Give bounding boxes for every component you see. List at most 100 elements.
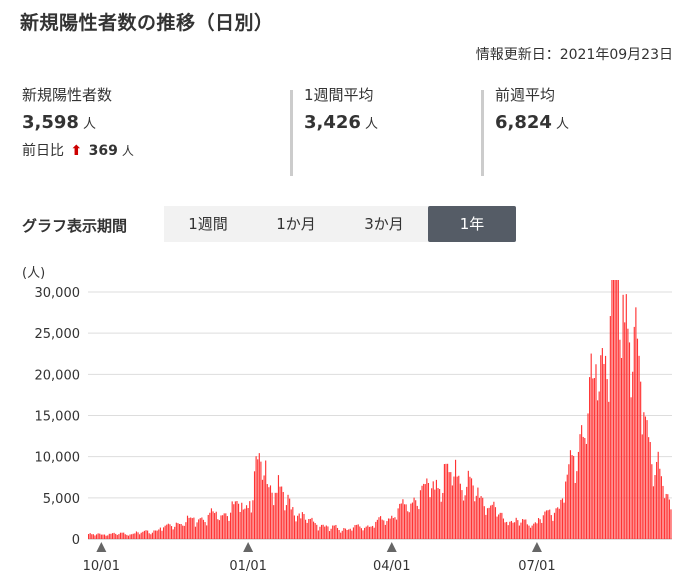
bar	[558, 508, 560, 539]
stat-prev-week-avg: 前週平均 6,824 人	[495, 84, 569, 176]
bar	[448, 472, 450, 539]
bar	[480, 496, 482, 539]
bar	[175, 522, 177, 539]
stat-week-avg: 1週間平均 3,426 人	[304, 84, 378, 176]
bar	[418, 509, 420, 539]
y-tick-label: 15,000	[35, 410, 81, 425]
bar	[606, 379, 608, 539]
bar	[411, 502, 414, 539]
bar	[384, 524, 386, 539]
bar	[660, 476, 662, 539]
bar	[107, 535, 109, 539]
bar	[474, 501, 476, 539]
bar	[469, 476, 471, 539]
bar	[603, 363, 605, 539]
bar	[560, 499, 562, 539]
bar	[333, 525, 335, 539]
bar	[282, 491, 284, 539]
bar	[522, 519, 524, 539]
tab-3-months[interactable]: 3か月	[364, 215, 404, 233]
bar	[324, 526, 326, 539]
bar	[593, 378, 595, 539]
bar	[651, 464, 653, 539]
bar	[494, 507, 497, 539]
bar	[641, 434, 643, 539]
bar	[257, 459, 259, 539]
bar	[352, 527, 355, 539]
bar	[517, 520, 519, 539]
bar	[609, 316, 611, 539]
up-arrow-icon: ⬆	[70, 143, 83, 159]
bar	[523, 519, 525, 539]
bar	[158, 529, 160, 539]
bar	[239, 511, 241, 539]
bar	[381, 519, 383, 539]
bar	[185, 522, 187, 539]
bar	[387, 518, 390, 539]
bar	[335, 524, 337, 539]
stat-new-cases-label: 新規陽性者数	[22, 86, 113, 104]
bar	[620, 357, 623, 539]
bar	[545, 510, 548, 539]
bar	[403, 504, 406, 539]
bar	[499, 512, 501, 539]
bar	[295, 521, 297, 539]
bar	[604, 355, 607, 539]
bar	[478, 497, 481, 539]
bar	[397, 508, 399, 539]
bar	[199, 518, 201, 539]
bar	[536, 523, 538, 539]
bar	[180, 524, 182, 539]
bar	[204, 522, 206, 539]
bar	[584, 437, 586, 539]
bar	[258, 453, 260, 539]
bar	[563, 502, 565, 539]
tab-1-month[interactable]: 1か月	[276, 215, 316, 233]
tab-1-week[interactable]: 1週間	[188, 215, 228, 233]
bar	[400, 503, 402, 539]
bar	[657, 451, 659, 539]
bar	[635, 307, 637, 539]
bar	[167, 523, 169, 539]
bar	[222, 515, 224, 539]
bar	[461, 490, 463, 539]
bar	[103, 534, 106, 539]
stat-new-cases: 新規陽性者数 3,598 人 前日比 ⬆ 369 人	[22, 84, 134, 176]
bar	[557, 507, 559, 539]
bar	[174, 526, 176, 539]
bar	[432, 481, 434, 539]
bar	[419, 490, 422, 539]
bar	[330, 528, 332, 539]
bar	[346, 529, 348, 539]
bar	[190, 517, 192, 539]
bar	[407, 511, 409, 539]
bar	[383, 520, 385, 539]
bar	[265, 460, 267, 539]
bar	[630, 397, 632, 539]
bar	[349, 528, 351, 539]
bar	[447, 463, 449, 539]
bar	[162, 527, 165, 539]
bar	[617, 280, 619, 539]
bar	[301, 512, 303, 539]
tab-1-year[interactable]: 1年	[428, 206, 516, 242]
x-tick-label: 01/01	[229, 559, 266, 574]
bar	[115, 533, 117, 539]
bar	[541, 522, 543, 539]
bar	[427, 483, 430, 539]
bar	[429, 497, 431, 539]
bar	[662, 485, 664, 539]
bar	[443, 464, 445, 539]
bar	[100, 534, 102, 539]
bar	[118, 534, 120, 539]
bar	[110, 533, 112, 539]
bar	[230, 512, 232, 539]
bar	[253, 471, 256, 539]
stat-diff-value: 369	[88, 143, 118, 159]
bar	[659, 468, 661, 539]
bar	[338, 529, 340, 539]
bar	[170, 526, 173, 539]
bar	[116, 534, 118, 539]
bar	[571, 455, 573, 539]
bar	[442, 492, 444, 539]
